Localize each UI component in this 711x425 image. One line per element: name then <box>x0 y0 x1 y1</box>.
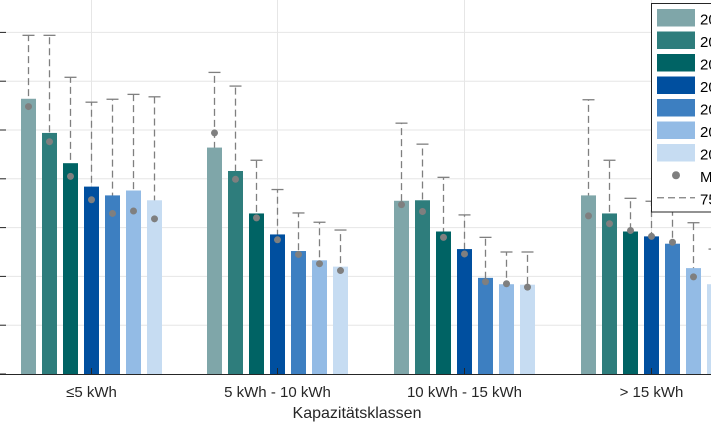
bar <box>147 200 162 374</box>
median-marker <box>67 172 74 180</box>
median-marker <box>25 103 32 111</box>
median-marker <box>606 220 613 228</box>
median-marker <box>337 267 344 275</box>
bar <box>228 170 243 374</box>
median-marker <box>46 138 53 146</box>
median-marker <box>151 215 158 223</box>
bar <box>84 186 99 374</box>
bar <box>499 284 514 374</box>
median-marker <box>524 283 531 291</box>
median-marker <box>461 250 468 258</box>
median-marker <box>648 232 655 240</box>
legend-label: 75 <box>700 192 711 209</box>
median-marker <box>109 209 116 217</box>
bar <box>457 249 472 374</box>
median-marker <box>253 214 260 222</box>
median-marker <box>274 236 281 244</box>
x-tick-label: 5 kWh - 10 kWh <box>224 384 331 401</box>
median-marker <box>585 212 592 220</box>
x-axis-title: Kapazitätsklassen <box>293 405 422 422</box>
median-marker <box>295 250 302 258</box>
legend-swatch <box>657 144 695 162</box>
x-tick-label: ≤5 kWh <box>66 384 117 401</box>
bar <box>105 195 120 374</box>
axes <box>0 31 711 375</box>
bar <box>415 200 430 374</box>
bar <box>436 231 451 374</box>
x-tick-label: 10 kWh - 15 kWh <box>407 384 522 401</box>
bar <box>686 268 701 374</box>
median-marker <box>130 207 137 215</box>
legend-label: 20 <box>700 12 711 29</box>
legend-label: 20 <box>700 124 711 141</box>
median-marker <box>503 280 510 288</box>
bar <box>270 234 285 374</box>
legend-label: 20 <box>700 57 711 74</box>
legend-label: 20 <box>700 79 711 96</box>
legend-swatch <box>657 121 695 139</box>
median-marker <box>440 233 447 241</box>
bar <box>520 284 535 374</box>
bar <box>126 190 141 374</box>
legend-swatch <box>657 99 695 117</box>
bar <box>333 266 348 374</box>
bar <box>21 98 36 374</box>
median-marker <box>398 201 405 209</box>
bar <box>602 213 617 374</box>
bar <box>707 284 711 374</box>
x-tick-labels: ≤5 kWh 5 kWh - 10 kWh 10 kWh - 15 kWh > 15 … <box>66 384 683 401</box>
median-marker <box>88 196 95 204</box>
median-marker <box>482 278 489 286</box>
legend-label: 20 <box>700 147 711 164</box>
legend-label: 20 <box>700 34 711 51</box>
bar <box>312 260 327 374</box>
legend-swatch <box>657 9 695 27</box>
median-marker <box>232 175 239 183</box>
bar <box>581 195 596 374</box>
legend-label: M <box>700 169 711 186</box>
bar <box>249 213 264 374</box>
legend-swatch <box>657 31 695 49</box>
median-marker <box>669 238 676 246</box>
legend-label: 20 <box>700 102 711 119</box>
legend-swatch <box>657 54 695 72</box>
bars <box>21 98 711 374</box>
legend-median-marker <box>672 171 680 180</box>
bar <box>394 200 409 374</box>
median-marker <box>690 273 697 281</box>
bar <box>291 251 306 374</box>
legend: 20 20 20 20 20 20 20 M 75 <box>651 3 711 213</box>
bar <box>478 277 493 374</box>
bar <box>63 163 78 374</box>
median-marker <box>211 129 218 137</box>
median-marker <box>627 227 634 235</box>
median-marker <box>316 260 323 268</box>
median-marker <box>419 207 426 215</box>
bar <box>644 236 659 374</box>
bar <box>665 243 680 374</box>
median-markers <box>25 103 697 291</box>
bar <box>207 147 222 374</box>
legend-swatch <box>657 76 695 94</box>
bar <box>42 132 57 374</box>
bar <box>623 231 638 374</box>
x-tick-label: > 15 kWh <box>620 384 684 401</box>
